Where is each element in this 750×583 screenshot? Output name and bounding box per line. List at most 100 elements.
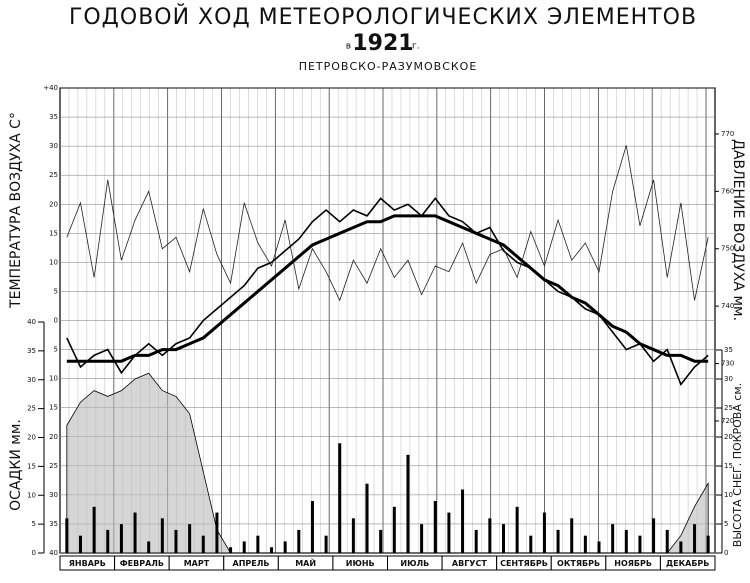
y-tick-label: 30 [49,491,58,499]
precip-bar [529,535,533,553]
precip-bar [174,529,178,553]
y-tick-label: 0 [54,317,58,325]
precip-bar [433,501,437,553]
precip-bar [392,506,396,553]
subtitle: ПЕТРОВСКО-РАЗУМОВСКОЕ [299,60,478,73]
precip-bar [597,541,601,553]
precip-bar [570,518,574,553]
precip-bar [133,512,137,553]
y-tick-label: +40 [43,84,58,92]
line [66,214,709,363]
precip-bar [665,529,669,553]
precip-bar [461,489,465,553]
snow-tick-label: 35 [724,346,733,354]
precip-bar [406,454,410,553]
precip-bar [351,518,355,553]
precip-bar [147,541,151,553]
y-tick-label: 20 [49,200,58,208]
precip-bar [542,512,546,553]
precip-tick-label: 15 [27,462,36,470]
snow-tick-label: 10 [724,491,733,499]
precip-bar [78,535,82,553]
precip-bar [365,483,369,553]
chart-title: ГОДОВОЙ ХОД МЕТЕОРОЛОГИЧЕСКИХ ЭЛЕМЕНТОВ [69,4,697,30]
precip-tick-label: 30 [27,376,36,384]
year-suffix: г. [412,42,420,52]
precip-bar [611,524,615,553]
line [66,145,709,302]
snow-tick-label: 15 [724,462,733,470]
month-label: ЯНВАРЬ [69,559,106,568]
precip-bar [638,535,642,553]
precip-bar [447,512,451,553]
precip-bar [420,524,424,553]
y2-tick-label: 730 [721,360,734,368]
precip-tick-label: 20 [27,434,36,442]
y-tick-label: 5 [54,287,58,295]
precip-bar [160,518,164,553]
precip-bar [324,535,328,553]
y-tick-label: 35 [49,113,58,121]
y-axis-title: ТЕМПЕРАТУРА ВОЗДУХА С° [8,112,24,309]
month-box [659,555,716,571]
y2-tick-label: 770 [721,130,734,138]
precip-bar [119,524,123,553]
y-tick-label: 5 [54,346,58,354]
snow-tick-label: 30 [724,375,733,383]
precip-bar [92,506,96,553]
snow-tick-label: 20 [724,433,733,441]
y-tick-label: 25 [49,462,58,470]
precip-bar [65,518,69,553]
snow-tick-label: 0 [724,549,728,557]
precip-bar [556,529,560,553]
precip-bar [270,547,274,553]
month-label: ИЮНЬ [346,559,375,568]
precip-bar [652,518,656,553]
y2-tick-label: 750 [721,245,734,253]
month-label: МАРТ [184,559,210,568]
month-label: ДЕКАБРЬ [666,559,709,568]
precip-tick-label: 25 [27,405,36,413]
precip-bar [106,529,110,553]
precip-bar [283,541,287,553]
precip-bar [624,529,628,553]
precip-tick-label: 5 [32,520,36,528]
snow-axis-title: ВЫСОТА СНЕГ. ПОКРОВА см. [731,383,744,547]
y-tick-label: 10 [49,258,58,266]
precip-bar [297,529,301,553]
precip-bar [583,535,587,553]
month-label: ФЕВРАЛЬ [120,559,164,568]
precip-bar [515,506,519,553]
precip-bar [679,541,683,553]
month-label: НОЯБРЬ [614,559,652,568]
y-tick-label: 15 [49,404,58,412]
precip-bar [338,443,342,553]
year: 1921 [352,31,413,56]
precip-bar [201,535,205,553]
year-prefix: в [346,42,351,52]
y-tick-label: 15 [49,229,58,237]
precip-bar [310,501,314,553]
y-tick-label: 40 [49,549,58,557]
precip-bar [256,535,260,553]
month-label: МАЙ [295,557,316,568]
precip-tick-label: 0 [32,549,36,557]
precip-axis-title: ОСАДКИ мм. [8,419,24,511]
snow-tick-label: 25 [724,404,733,412]
y-tick-label: 20 [49,433,58,441]
precip-bar [488,518,492,553]
precip-bar [706,535,710,553]
y2-axis-title: ДАВЛЕНИЕ ВОЗДУХА мм. [730,139,746,321]
y-tick-label: 35 [49,520,58,528]
snow-tick-label: 5 [724,520,728,528]
month-label: ОКТЯБРЬ [557,559,600,568]
y-tick-label: 30 [49,142,58,150]
precip-bar [242,541,246,553]
precip-bar [501,524,505,553]
month-label: ИЮЛЬ [400,559,429,568]
precip-tick-label: 10 [27,491,36,499]
precip-bar [229,547,233,553]
precip-bar [693,524,697,553]
y-tick-label: 25 [49,171,58,179]
